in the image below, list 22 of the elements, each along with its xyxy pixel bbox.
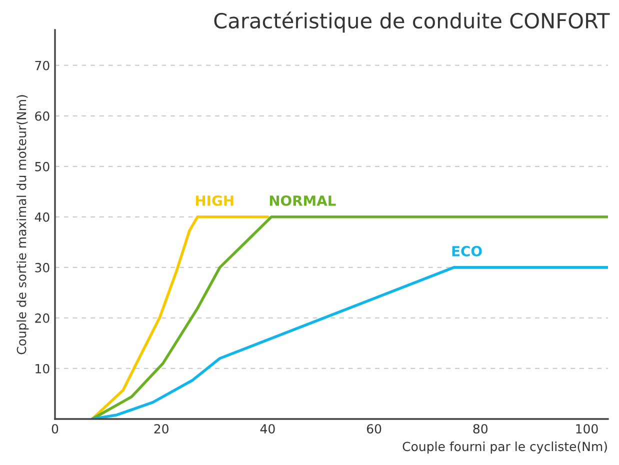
y-axis-title: Couple de sortie maximal du moteur(Nm) [16,95,29,354]
y-tick-label: 70 [35,60,50,70]
y-tick-label: 50 [35,162,50,172]
x-tick-label: 100 [576,424,598,434]
x-tick-label: 40 [260,424,275,434]
series-label: ECO [452,246,482,256]
y-tick-label: 40 [34,212,50,222]
x-axis-title: Couple fourni par le cycliste(Nm) [402,442,607,454]
x-tick-label: 0 [52,424,58,434]
x-tick-label: 20 [154,424,168,434]
x-tick-label: 80 [473,424,488,434]
y-tick-label: 30 [35,262,50,272]
chart-title: Caractéristique de conduite CONFORT [214,12,610,33]
y-tick-label: 60 [35,111,50,121]
series-label: HIGH [196,195,234,206]
x-tick-label: 60 [366,424,382,434]
y-tick-label: 20 [35,313,50,323]
line-series [90,216,608,419]
line-series [90,266,608,419]
y-tick-label: 10 [36,364,50,374]
line-series [90,216,270,419]
series-label: NORMAL [270,195,336,206]
